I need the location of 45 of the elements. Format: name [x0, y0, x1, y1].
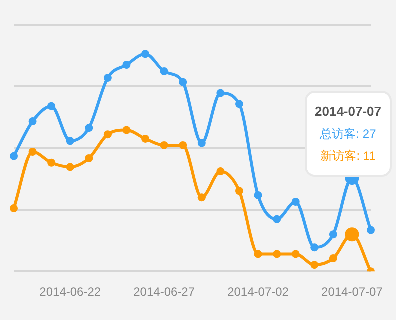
point	[216, 168, 225, 176]
x-tick-label: 2014-07-02	[228, 285, 290, 300]
point	[179, 78, 188, 86]
point	[198, 194, 206, 202]
point	[10, 204, 18, 213]
point	[142, 134, 150, 143]
x-tick-label: 2014-06-22	[40, 285, 102, 300]
annotation: 新访客: 11	[320, 148, 377, 165]
point	[310, 261, 319, 270]
point	[367, 226, 375, 234]
x-tick-label: 2014-06-27	[134, 285, 196, 300]
point	[10, 152, 18, 160]
point	[310, 244, 319, 252]
point	[198, 139, 206, 148]
tooltip-card: 2014-07-07 总访客: 27 新访客: 11	[305, 91, 392, 177]
point	[48, 102, 56, 110]
point	[235, 100, 244, 108]
point	[142, 50, 150, 58]
point	[160, 141, 168, 150]
point	[28, 118, 37, 126]
point	[122, 61, 131, 69]
point	[66, 137, 74, 146]
point	[254, 250, 262, 258]
point	[254, 191, 262, 200]
point	[85, 124, 94, 132]
point	[160, 68, 168, 76]
point	[273, 215, 282, 224]
point	[48, 158, 56, 167]
point	[66, 163, 74, 172]
point	[85, 154, 94, 163]
point	[179, 141, 188, 150]
point	[28, 148, 37, 156]
x-tick-label: 2014-07-07	[322, 285, 384, 300]
annotation: 总访客: 27	[319, 126, 378, 143]
point	[235, 187, 244, 196]
point	[104, 130, 112, 139]
point	[329, 230, 338, 239]
point	[292, 198, 300, 206]
point	[216, 89, 225, 98]
point	[273, 250, 282, 258]
annotation: 2014-07-07	[315, 103, 382, 121]
point	[329, 254, 338, 263]
point	[292, 250, 300, 258]
point	[104, 74, 112, 82]
point	[122, 126, 131, 134]
